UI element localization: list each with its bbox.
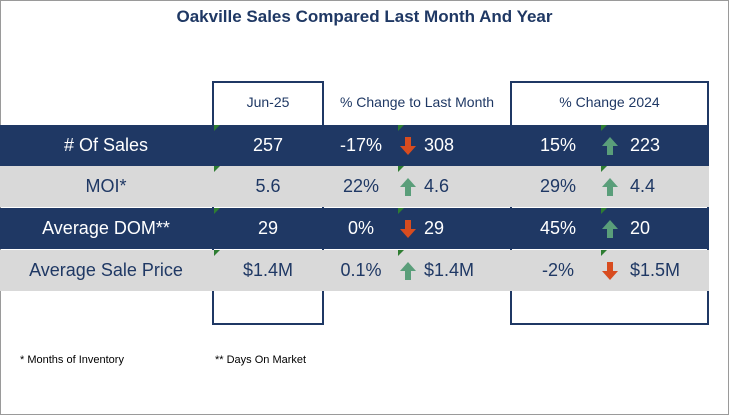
arrow-up-icon	[598, 208, 622, 249]
last-year-value: 4.4	[630, 176, 656, 196]
month-change-pct: 22%	[342, 176, 380, 196]
last-year-value: $1.5M	[630, 260, 681, 280]
cell-marker	[601, 208, 607, 214]
arrow-up-icon	[598, 166, 622, 207]
cell-marker	[398, 250, 404, 256]
year-change-pct: 45%	[539, 218, 577, 238]
arrow-up-icon	[396, 250, 420, 291]
footnote-moi: * Months of Inventory	[20, 354, 124, 366]
cell-marker	[214, 250, 220, 256]
current-value: 29	[257, 218, 279, 238]
last-year-value: 20	[630, 218, 651, 238]
current-value: 5.6	[255, 176, 281, 196]
arrow-up-icon	[396, 166, 420, 207]
cell-marker	[214, 166, 220, 172]
cell-marker	[398, 125, 404, 131]
year-change-pct: -2%	[541, 260, 574, 280]
cell-marker	[398, 208, 404, 214]
month-change-pct: 0.1%	[340, 260, 382, 280]
arrow-down-icon	[598, 250, 622, 291]
header-current: Jun-25	[246, 94, 290, 110]
current-value: $1.4M	[242, 260, 294, 280]
table-row: Average Sale Price $1.4M 0.1% $1.4M -2% $1.5M	[0, 250, 709, 291]
footnote-dom: ** Days On Market	[215, 354, 307, 366]
cell-marker	[398, 166, 404, 172]
arrow-down-icon	[396, 208, 420, 249]
cell-marker	[214, 208, 220, 214]
table-row: MOI* 5.6 22% 4.6 29% 4.4	[0, 166, 709, 207]
last-year-value: 223	[630, 135, 661, 155]
header-change-month: % Change to Last Month	[339, 94, 495, 110]
month-change-pct: -17%	[339, 135, 383, 155]
table-row: Average DOM** 29 0% 29 45% 20	[0, 208, 709, 249]
cell-marker	[601, 166, 607, 172]
cell-marker	[214, 125, 220, 131]
metric-label: MOI*	[85, 176, 127, 196]
last-month-value: 308	[424, 135, 455, 155]
year-change-pct: 29%	[539, 176, 577, 196]
arrow-down-icon	[396, 125, 420, 166]
last-month-value: 4.6	[424, 176, 450, 196]
metric-label: # Of Sales	[63, 135, 149, 155]
year-change-pct: 15%	[539, 135, 577, 155]
last-month-value: 29	[424, 218, 445, 238]
table-row: # Of Sales 257 -17% 308 15% 223	[0, 125, 709, 166]
metric-label: Average DOM**	[42, 218, 170, 238]
cell-marker	[601, 125, 607, 131]
page-title: Oakville Sales Compared Last Month And Y…	[176, 7, 553, 26]
current-value: 257	[252, 135, 284, 155]
arrow-up-icon	[598, 125, 622, 166]
metric-label: Average Sale Price	[29, 260, 183, 280]
header-change-year: % Change 2024	[559, 94, 660, 110]
month-change-pct: 0%	[347, 218, 374, 238]
cell-marker	[601, 250, 607, 256]
last-month-value: $1.4M	[424, 260, 475, 280]
